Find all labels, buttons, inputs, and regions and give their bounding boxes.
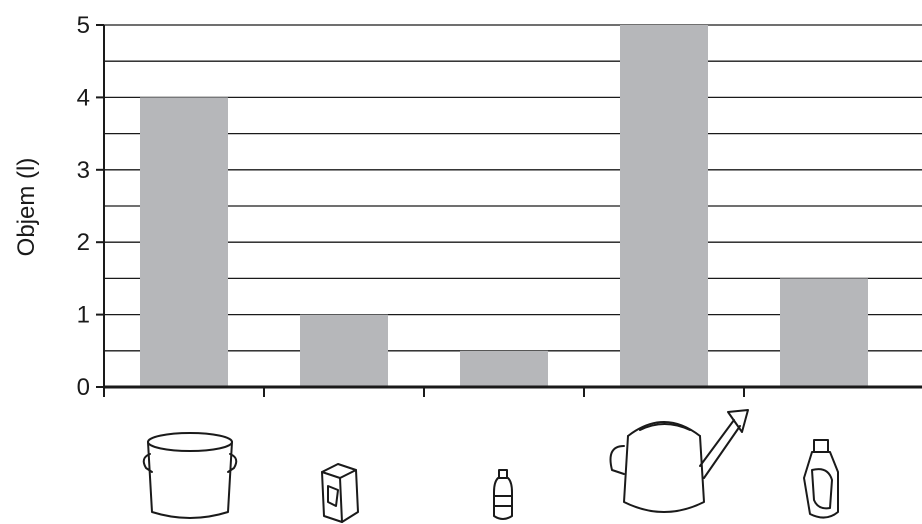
- y-tick-label: 4: [77, 84, 90, 111]
- y-axis-title: Objem (l): [13, 158, 40, 257]
- y-tick-label: 1: [77, 302, 90, 329]
- bars: [140, 25, 868, 388]
- bar-milk-carton: [300, 314, 388, 387]
- y-tick-label: 5: [77, 12, 90, 39]
- watering-can-icon: [609, 409, 749, 513]
- bar-small-bottle: [460, 350, 548, 387]
- bar-detergent-bottle: [780, 278, 868, 387]
- detergent-bottle-icon: [803, 439, 839, 519]
- y-tick-label: 0: [77, 374, 90, 401]
- bar-watering-can: [620, 25, 708, 387]
- y-tick-label: 3: [77, 157, 90, 184]
- milk-carton-icon: [321, 463, 359, 523]
- bar-pot: [140, 97, 228, 388]
- bottle-icon: [493, 469, 513, 520]
- pot-icon: [142, 432, 238, 519]
- y-tick-labels: 0 1 2 3 4 5: [77, 12, 90, 401]
- axes: [96, 24, 922, 397]
- grid-lines: [104, 24, 922, 352]
- y-tick-label: 2: [77, 229, 90, 256]
